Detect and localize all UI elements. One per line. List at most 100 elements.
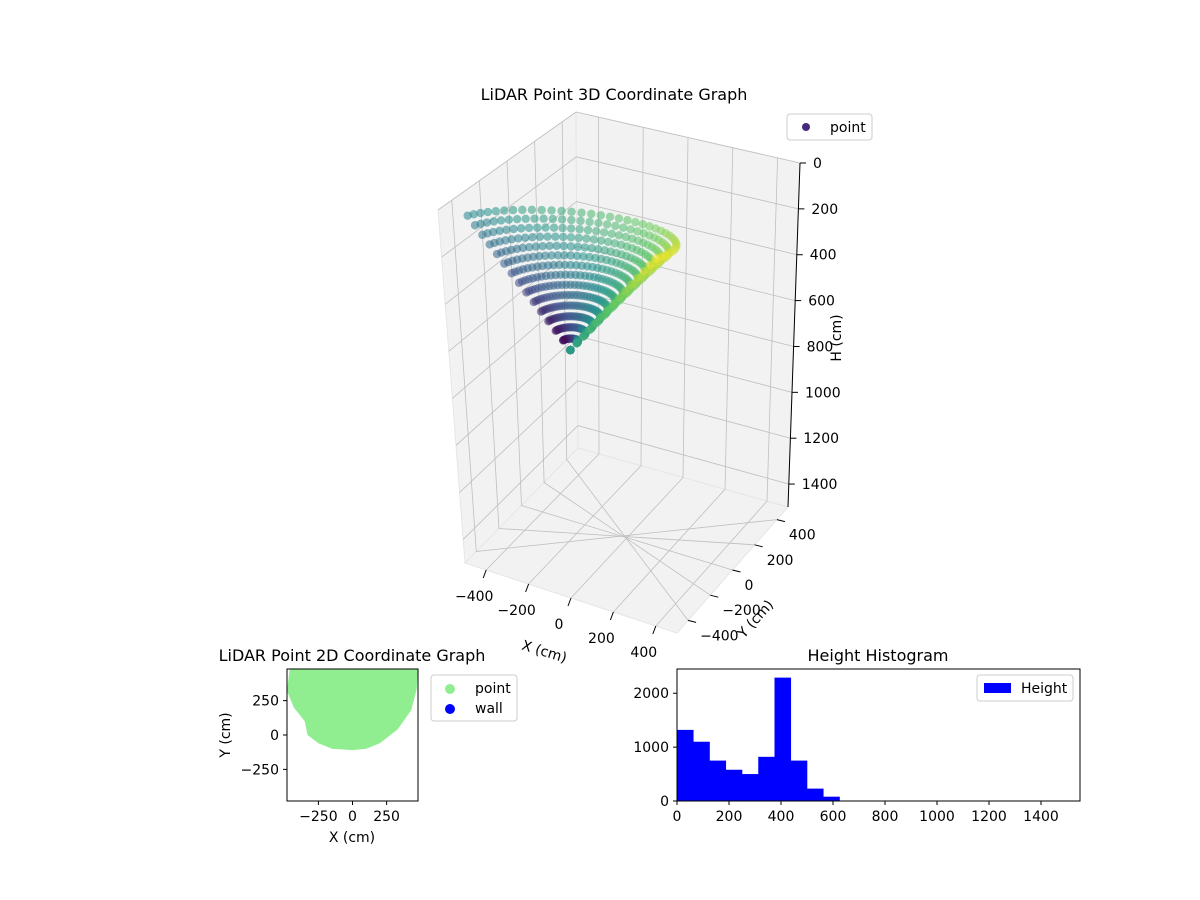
- point-marker: [587, 244, 596, 253]
- point-marker: [602, 220, 612, 229]
- point-marker: [476, 208, 485, 218]
- point-marker: [495, 226, 504, 236]
- x-axis-label-3d: X (cm): [520, 638, 569, 667]
- y-tick-histogram: 0: [660, 794, 677, 810]
- histogram-bar: [725, 769, 743, 801]
- chart-2d: LiDAR Point 2D Coordinate Graph −250 0 250…: [218, 646, 518, 846]
- point-marker: [639, 267, 648, 276]
- point-marker: [594, 218, 603, 228]
- point-marker: [541, 251, 550, 260]
- svg-text:400: 400: [630, 645, 657, 661]
- svg-text:600: 600: [808, 294, 835, 310]
- point-marker: [585, 252, 594, 262]
- point-marker: [545, 241, 554, 251]
- legend-histogram: Height: [976, 674, 1074, 702]
- histogram-bars: [677, 677, 840, 801]
- z-tick: 1200: [790, 431, 839, 447]
- chart-3d-title: LiDAR Point 3D Coordinate Graph: [481, 85, 748, 104]
- svg-text:0: 0: [745, 578, 754, 594]
- point-marker: [596, 313, 606, 322]
- y-tick-histogram: 2000: [633, 686, 677, 702]
- point-marker: [492, 249, 502, 259]
- plot-frame-histogram: [676, 668, 1081, 802]
- point-marker: [580, 243, 590, 252]
- point-marker: [507, 235, 516, 244]
- svg-text:−400: −400: [700, 628, 738, 644]
- point-marker: [560, 251, 569, 260]
- z-tick: 400: [796, 248, 837, 264]
- chart-histogram: Height Histogram 0 200 400 600 800 1000 1200 14…: [633, 646, 1081, 825]
- point-marker: [551, 232, 560, 241]
- svg-text:250: 250: [252, 694, 279, 710]
- x-tick-3d: −200: [497, 583, 536, 619]
- x-tick-2d: 250: [373, 801, 400, 825]
- point-marker: [509, 224, 518, 234]
- point-marker: [623, 216, 632, 225]
- svg-text:400: 400: [810, 248, 837, 264]
- svg-text:400: 400: [768, 809, 795, 825]
- histogram-bar: [807, 788, 824, 801]
- svg-text:1000: 1000: [805, 385, 841, 401]
- y-tick-2d: −250: [241, 762, 287, 778]
- legend-3d-marker: [802, 123, 810, 131]
- z-axis-label: H (cm): [829, 314, 845, 361]
- x-tick-2d: −250: [299, 801, 338, 825]
- point-marker: [525, 243, 534, 252]
- y-tick-3d: 200: [754, 544, 793, 569]
- point-marker: [608, 300, 618, 309]
- y-tick-3d: −200: [710, 594, 761, 619]
- svg-text:200: 200: [588, 631, 615, 647]
- point-marker: [589, 235, 599, 244]
- point-marker: [566, 224, 576, 233]
- point-marker: [567, 215, 576, 225]
- point-marker: [579, 252, 588, 261]
- point-marker: [582, 234, 591, 243]
- svg-text:−250: −250: [299, 809, 337, 825]
- svg-text:1200: 1200: [971, 809, 1007, 825]
- legend-3d: point: [786, 113, 873, 141]
- point-marker: [587, 209, 596, 219]
- svg-text:−250: −250: [241, 762, 279, 778]
- point-marker: [576, 216, 585, 226]
- point-marker: [567, 207, 576, 216]
- x-tick-3d: 200: [588, 611, 615, 647]
- point-marker: [605, 212, 615, 221]
- svg-text:0: 0: [348, 809, 357, 825]
- point-marker: [575, 225, 584, 234]
- histogram-bar: [823, 796, 840, 801]
- svg-text:1000: 1000: [919, 809, 955, 825]
- svg-text:1400: 1400: [1023, 809, 1059, 825]
- point-marker: [573, 242, 583, 251]
- point-marker: [566, 251, 575, 260]
- point-marker: [574, 233, 583, 243]
- z-axis-spine: [787, 162, 801, 508]
- point-marker: [583, 225, 593, 235]
- point-marker: [566, 242, 576, 251]
- point-marker: [504, 215, 514, 224]
- point-marker: [584, 326, 593, 335]
- point-marker: [599, 228, 609, 237]
- point-marker: [547, 251, 556, 260]
- svg-text:800: 800: [807, 339, 834, 355]
- y-tick-3d: 0: [732, 569, 754, 594]
- histogram-bar: [709, 760, 727, 801]
- legend-2d-wall-label: wall: [475, 701, 503, 717]
- point-marker: [538, 241, 547, 251]
- point-marker: [557, 215, 567, 224]
- point-marker: [530, 214, 539, 223]
- svg-text:0: 0: [555, 617, 564, 633]
- point-marker: [615, 293, 624, 302]
- point-marker: [536, 307, 546, 316]
- point-marker: [611, 221, 620, 231]
- svg-text:−200: −200: [722, 603, 760, 619]
- point-marker: [627, 280, 636, 289]
- z-tick: 600: [795, 294, 835, 310]
- point-marker: [518, 205, 527, 215]
- legend-2d-point-label: point: [475, 681, 511, 697]
- point-marker: [531, 242, 541, 251]
- point-marker: [527, 205, 537, 215]
- point-marker: [566, 233, 576, 242]
- x-tick-2d: 0: [348, 801, 357, 825]
- svg-text:200: 200: [716, 809, 743, 825]
